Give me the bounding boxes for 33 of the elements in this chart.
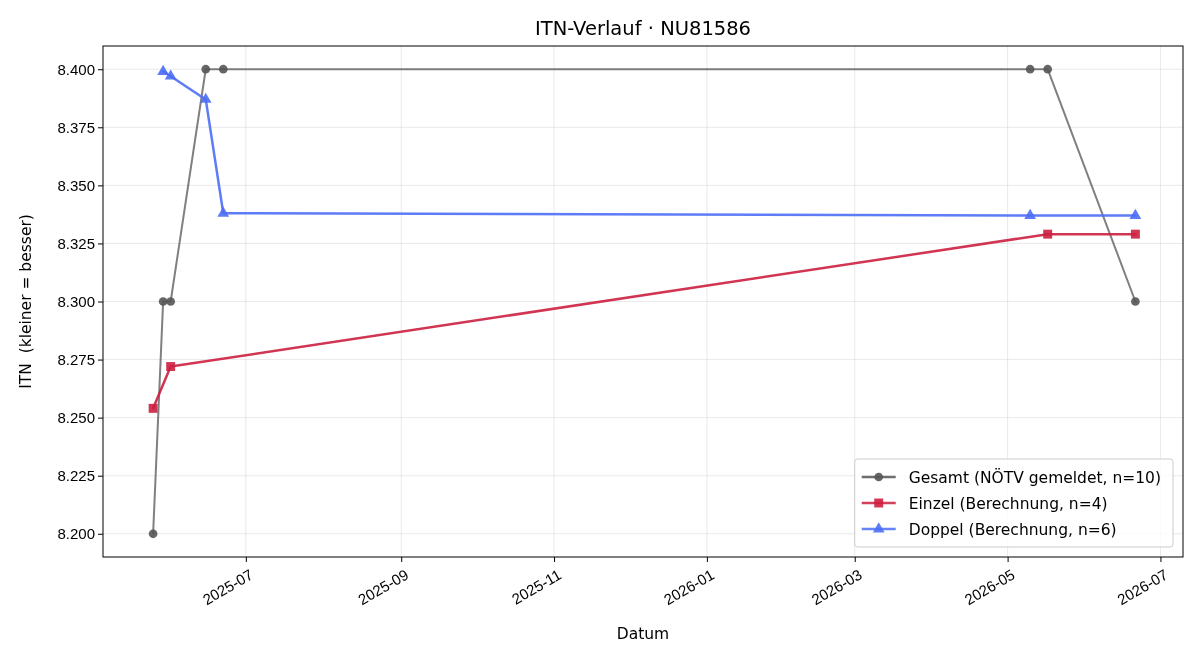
y-tick-label: 8.200 bbox=[57, 525, 95, 543]
point bbox=[148, 403, 158, 413]
legend-label: Gesamt (NÖTV gemeldet, n=10) bbox=[908, 467, 1161, 487]
point bbox=[1024, 208, 1037, 219]
x-axis-title: Datum bbox=[616, 625, 670, 643]
legend-label: Einzel (Berechnung, n=4) bbox=[908, 494, 1108, 513]
y-tick-label: 8.325 bbox=[57, 234, 95, 252]
point bbox=[158, 297, 168, 306]
y-tick-label: 8.225 bbox=[57, 467, 95, 484]
point bbox=[217, 206, 230, 217]
legend-label: Doppel (Berechnung, n=6) bbox=[908, 520, 1117, 539]
point bbox=[1131, 297, 1140, 306]
y-tick-label: 8.375 bbox=[57, 118, 95, 136]
chart-title: ITN-Verlauf · NU81586 bbox=[534, 17, 752, 40]
point bbox=[1025, 64, 1035, 74]
point bbox=[166, 362, 176, 372]
point bbox=[1043, 64, 1053, 74]
y-tick-label: 8.250 bbox=[57, 408, 95, 426]
point bbox=[148, 529, 158, 539]
point bbox=[218, 64, 228, 74]
point bbox=[1129, 208, 1142, 219]
y-tick-label: 8.400 bbox=[57, 60, 95, 78]
point bbox=[157, 64, 170, 75]
y-axis-title: ITN (kleiner = besser) bbox=[17, 214, 35, 389]
y-tick-label: 8.350 bbox=[57, 176, 95, 194]
y-tick-label: 8.300 bbox=[57, 292, 95, 310]
point bbox=[199, 92, 212, 103]
point bbox=[1130, 229, 1140, 239]
point bbox=[164, 69, 177, 80]
point bbox=[1043, 229, 1053, 239]
y-tick-label: 8.275 bbox=[57, 350, 95, 368]
point bbox=[201, 64, 211, 74]
point bbox=[166, 297, 176, 306]
